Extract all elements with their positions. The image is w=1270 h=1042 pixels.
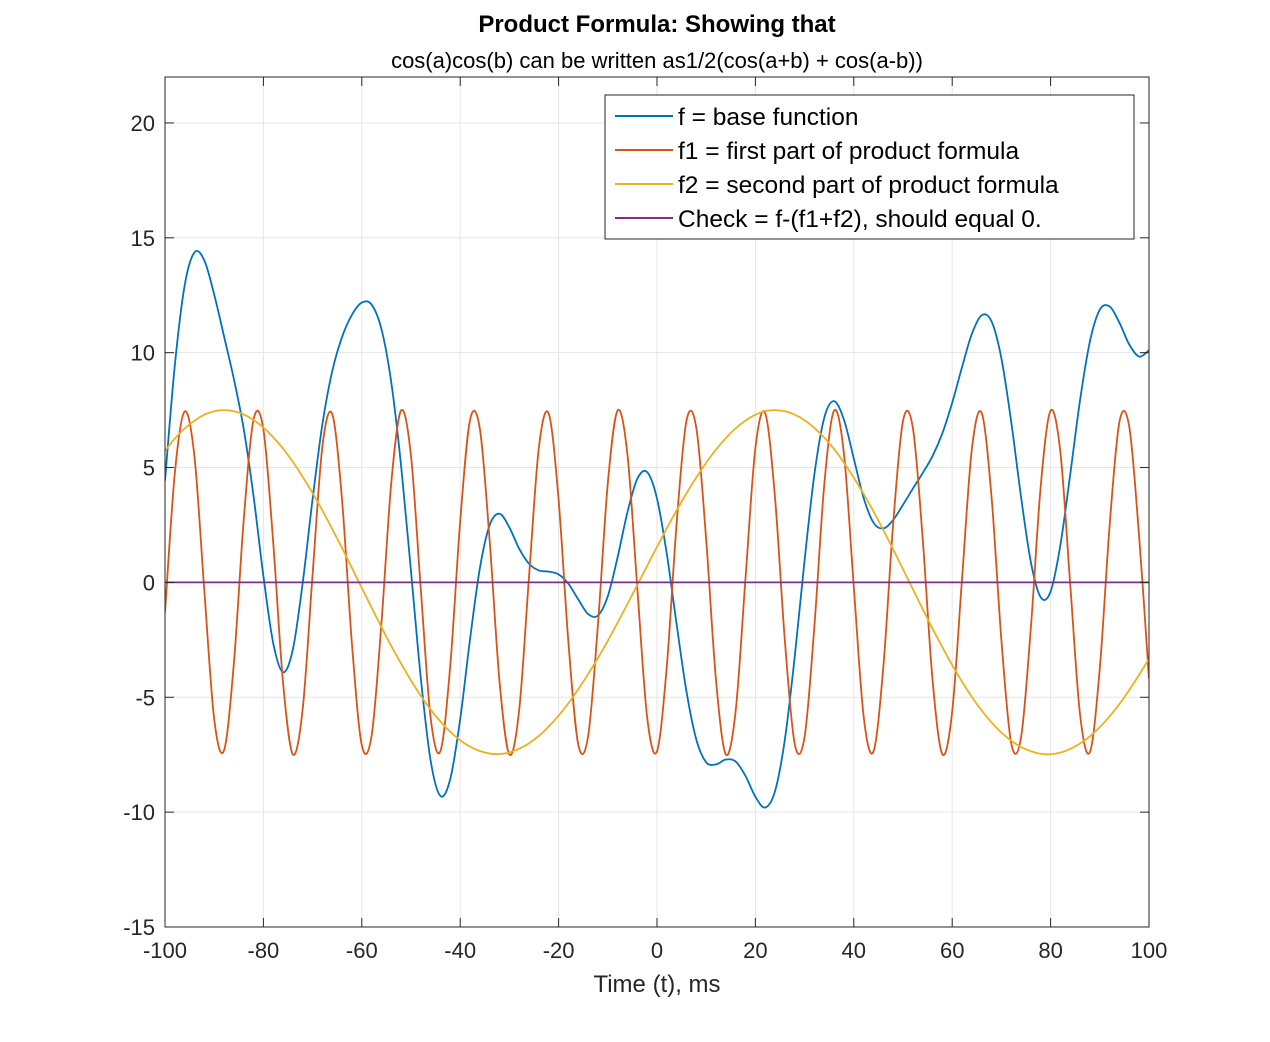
tick-labels: -100 -80 -60 -40 -20 0 20 40 60 80 100 -15 -10 -5 0 5 10… — [123, 111, 1167, 963]
x-tick-label: 80 — [1038, 938, 1062, 963]
x-tick-label: 100 — [1131, 938, 1168, 963]
y-tick-label: 0 — [143, 570, 155, 595]
x-tick-label: 20 — [743, 938, 767, 963]
x-tick-label: 0 — [651, 938, 663, 963]
x-tick-label: -40 — [444, 938, 476, 963]
chart-subtitle: cos(a)cos(b) can be written as1/2(cos(a+… — [391, 48, 923, 73]
y-tick-label: -15 — [123, 915, 155, 940]
x-axis-label: Time (t), ms — [593, 971, 720, 998]
y-tick-label: -10 — [123, 800, 155, 825]
legend-label-3: f2 = second part of product formula — [678, 172, 1059, 199]
y-tick-label: 10 — [131, 341, 155, 366]
x-tick-label: 40 — [842, 938, 866, 963]
x-tick-label: 60 — [940, 938, 964, 963]
y-tick-label: 20 — [131, 111, 155, 136]
legend-box — [604, 94, 1135, 240]
x-tick-label: -20 — [543, 938, 575, 963]
series-line-3 — [165, 409, 1149, 756]
plot-area — [165, 249, 1149, 809]
x-tick-label: -80 — [248, 938, 280, 963]
x-tick-label: -60 — [346, 938, 378, 963]
legend-label-2: f1 = first part of product formula — [678, 138, 1019, 165]
legend: f = base function f1 = first part of prod… — [604, 94, 1135, 240]
series-group — [165, 249, 1149, 809]
series-line-2 — [165, 408, 1149, 757]
y-tick-label: 5 — [143, 456, 155, 481]
x-tick-label: -100 — [143, 938, 187, 963]
series-line-1 — [165, 249, 1149, 809]
y-tick-label: -5 — [135, 685, 155, 710]
axes — [164, 76, 1150, 928]
y-tick-label: 15 — [131, 226, 155, 251]
chart-title: Product Formula: Showing that — [478, 11, 835, 38]
legend-label-1: f = base function — [678, 104, 858, 131]
legend-label-4: Check = f-(f1+f2), should equal 0. — [678, 206, 1042, 233]
